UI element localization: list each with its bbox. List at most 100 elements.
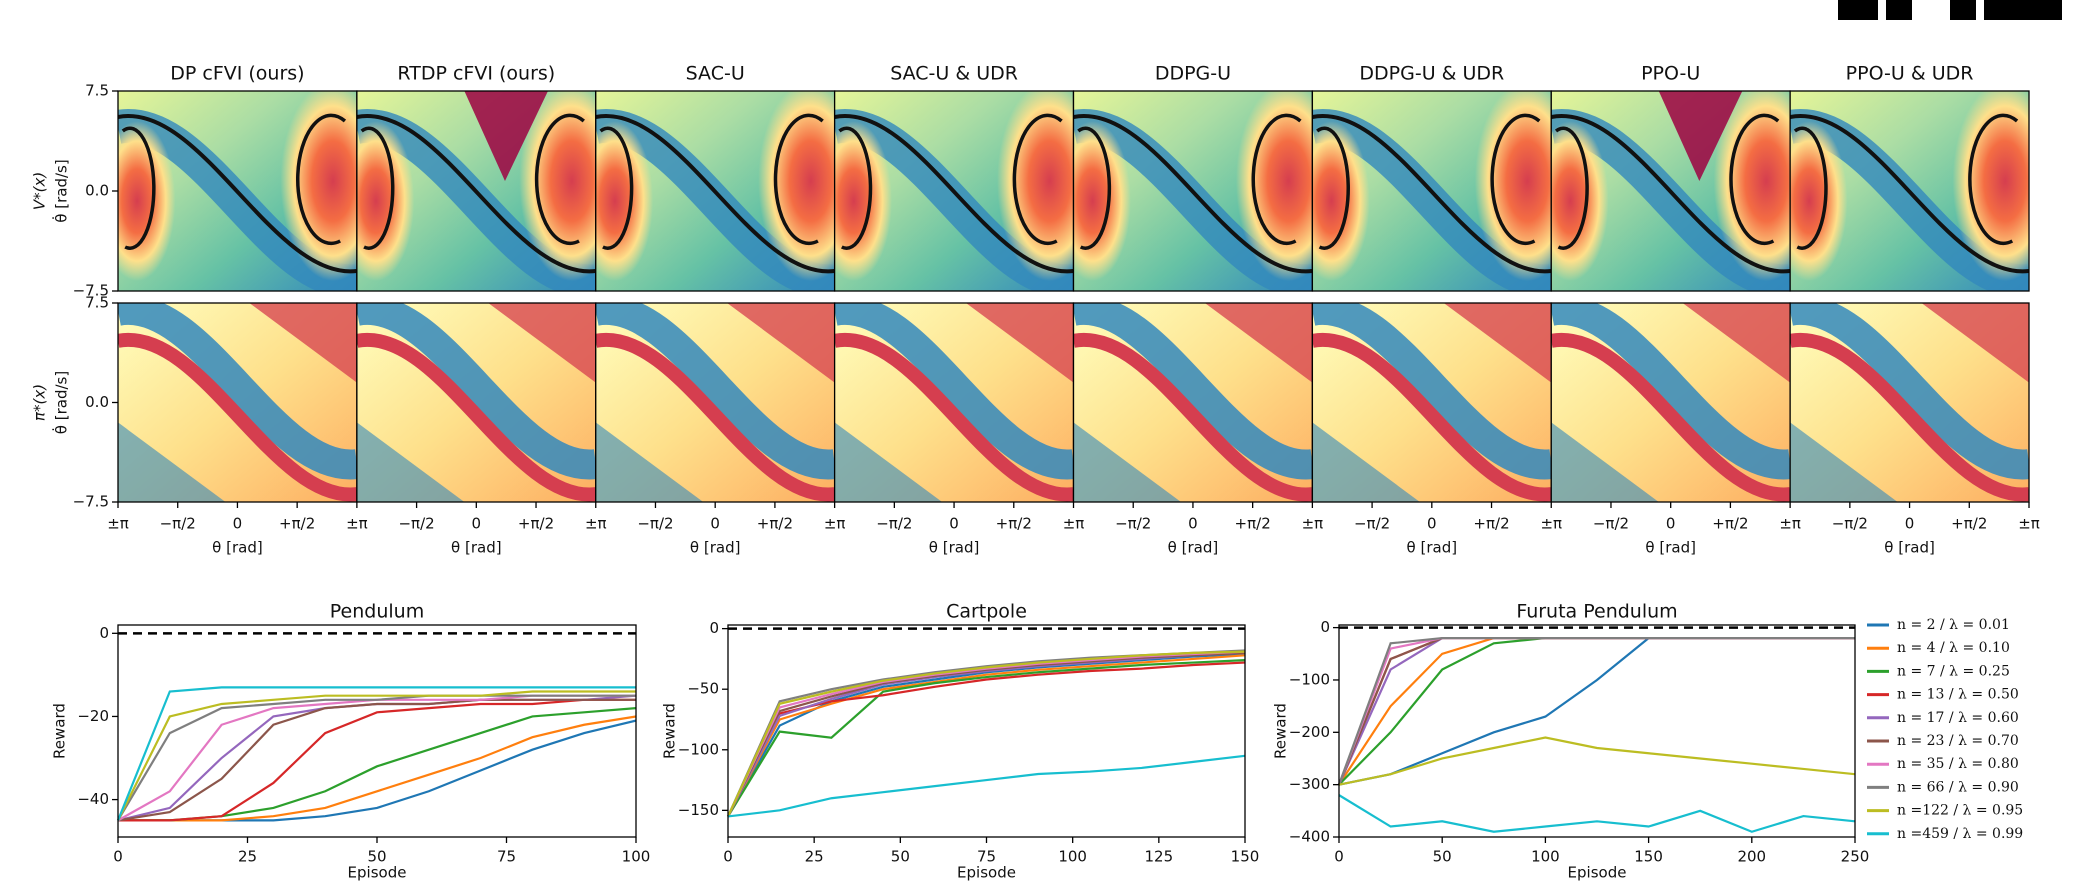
heatmap-body bbox=[1551, 303, 1791, 502]
x-tick-label: +π/2 bbox=[757, 515, 793, 533]
heatmap bbox=[356, 302, 597, 503]
heatmap-wedge bbox=[464, 91, 548, 181]
legend-label: n = 66 / λ = 0.90 bbox=[1897, 779, 2019, 795]
heatmap-region bbox=[356, 422, 465, 502]
heatmap-body bbox=[1790, 303, 2029, 502]
y-tick-label: −100 bbox=[678, 740, 719, 758]
heatmap-body bbox=[1312, 91, 1552, 291]
x-axis-label: θ [rad] bbox=[451, 539, 502, 557]
heatmap-region bbox=[966, 303, 1074, 383]
heatmap-band bbox=[1790, 332, 2029, 502]
trajectory bbox=[118, 114, 357, 274]
column-title: PPO-U bbox=[1641, 63, 1700, 85]
x-tick-label: 50 bbox=[891, 848, 910, 866]
heatmap bbox=[1789, 90, 2030, 292]
spiral bbox=[1554, 126, 1589, 250]
x-tick-label: +π/2 bbox=[1235, 515, 1271, 533]
x-axis-label: θ [rad] bbox=[212, 539, 263, 557]
y-tick-label: 7.5 bbox=[85, 82, 109, 100]
x-tick-label: +π/2 bbox=[1951, 515, 1987, 533]
y-tick-label: −400 bbox=[1289, 828, 1330, 846]
x-tick-label: −π/2 bbox=[876, 515, 912, 533]
legend-label: n = 2 / λ = 0.01 bbox=[1897, 617, 2010, 633]
y-tick-label: −150 bbox=[678, 801, 719, 819]
heatmap-band bbox=[595, 303, 835, 480]
legend-label: n = 17 / λ = 0.60 bbox=[1897, 710, 2019, 726]
heatmap-region bbox=[595, 422, 704, 502]
series-line bbox=[118, 698, 636, 822]
heatmap-spot bbox=[758, 91, 835, 281]
series-line bbox=[117, 694, 636, 821]
x-tick-label: +π/2 bbox=[279, 515, 315, 533]
x-tick-label: −π/2 bbox=[637, 515, 673, 533]
heatmap-spot bbox=[1312, 121, 1370, 281]
trajectory bbox=[1073, 114, 1313, 274]
trajectory bbox=[356, 114, 596, 274]
legend-label: n = 7 / λ = 0.25 bbox=[1897, 663, 2010, 679]
series-line bbox=[727, 754, 1246, 818]
x-tick-label: +π/2 bbox=[518, 515, 554, 533]
row-label: V*(x) bbox=[31, 172, 49, 210]
x-axis-label: θ [rad] bbox=[929, 539, 980, 557]
heatmap-region bbox=[118, 422, 226, 502]
x-tick-label: 250 bbox=[1841, 848, 1870, 866]
x-tick-label: ±π bbox=[346, 515, 368, 533]
heatmap-body bbox=[1073, 91, 1313, 291]
x-tick-label: 0 bbox=[710, 515, 720, 533]
x-tick-label: 0 bbox=[1905, 515, 1915, 533]
heatmap-region bbox=[249, 303, 357, 383]
series-line bbox=[727, 654, 1246, 817]
heatmap-spot bbox=[1474, 91, 1552, 281]
plot-frame bbox=[1338, 624, 1856, 838]
heatmap-region bbox=[727, 303, 835, 383]
heatmap-spot bbox=[595, 121, 654, 281]
trajectory bbox=[1790, 114, 2029, 274]
heatmap bbox=[356, 90, 597, 292]
x-tick-label: 0 bbox=[1334, 848, 1344, 866]
series-line bbox=[727, 650, 1246, 817]
legend-label: n = 13 / λ = 0.50 bbox=[1897, 687, 2019, 703]
series-line bbox=[727, 650, 1246, 817]
x-tick-label: ±π bbox=[2018, 515, 2040, 533]
trajectory bbox=[1312, 114, 1552, 274]
row-unit: θ̇ [rad/s] bbox=[52, 159, 71, 222]
heatmap-spot bbox=[1952, 91, 2029, 281]
series-line bbox=[1338, 736, 1856, 786]
y-tick-label: −20 bbox=[77, 707, 109, 725]
series-line bbox=[727, 661, 1246, 817]
x-tick-label: 200 bbox=[1737, 848, 1766, 866]
y-tick-label: 0.0 bbox=[85, 393, 109, 411]
spiral bbox=[1793, 126, 1828, 250]
heatmap-region bbox=[1204, 303, 1313, 383]
heatmap-band bbox=[1073, 303, 1313, 480]
heatmap-band bbox=[1790, 303, 2029, 480]
spiral bbox=[1012, 113, 1063, 246]
x-axis-label: Episode bbox=[348, 864, 407, 882]
row-unit: θ̇ [rad/s] bbox=[52, 371, 71, 434]
series-line bbox=[118, 715, 637, 822]
heatmap-band bbox=[1312, 332, 1552, 502]
spiral bbox=[1729, 113, 1780, 246]
x-tick-label: 0 bbox=[723, 848, 733, 866]
x-tick-label: 0 bbox=[233, 515, 243, 533]
x-tick-label: +π/2 bbox=[1712, 515, 1748, 533]
x-tick-label: 0 bbox=[1427, 515, 1437, 533]
x-tick-label: ±π bbox=[1540, 515, 1562, 533]
heatmap-band bbox=[1312, 303, 1552, 480]
heatmap bbox=[1789, 302, 2030, 503]
heatmap-region bbox=[488, 303, 596, 383]
heatmap-spot bbox=[1790, 121, 1848, 281]
x-tick-label: 125 bbox=[1145, 848, 1174, 866]
heatmap-wedge bbox=[1658, 91, 1743, 181]
series-line bbox=[117, 690, 636, 821]
heatmap-region bbox=[1790, 422, 1898, 502]
heatmap bbox=[1311, 90, 1552, 292]
x-tick-label: ±π bbox=[1063, 515, 1085, 533]
heatmap-region bbox=[834, 422, 943, 502]
series-line bbox=[118, 719, 637, 822]
heatmap-region bbox=[1921, 303, 2029, 383]
x-tick-label: 0 bbox=[472, 515, 482, 533]
legend-label: n = 23 / λ = 0.70 bbox=[1897, 733, 2019, 749]
chart-title: Furuta Pendulum bbox=[1516, 601, 1677, 623]
